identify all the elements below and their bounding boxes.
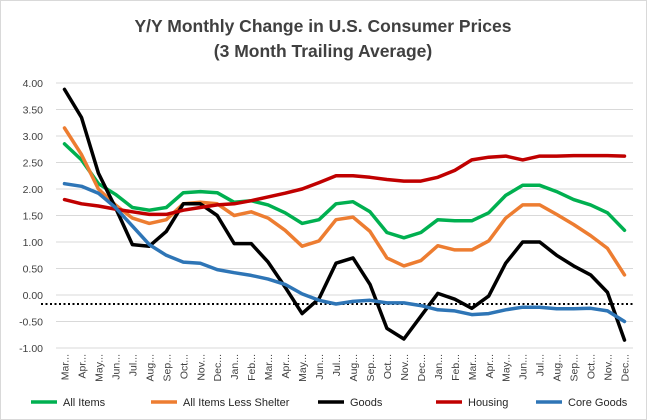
series-line — [62, 87, 627, 342]
series-line — [62, 181, 627, 324]
x-tick-label: Dec... — [416, 354, 428, 381]
x-tick-label: Aug... — [144, 354, 156, 381]
x-tick-label: Jul... — [535, 354, 547, 376]
x-tick-label: Feb... — [450, 354, 462, 381]
legend-label: Core Goods — [568, 397, 628, 409]
series-line — [62, 153, 627, 217]
x-tick-label: Nov... — [399, 354, 411, 381]
y-tick-label: 2.50 — [23, 158, 44, 170]
y-axis-ticks: 4.00 3.50 3.00 2.50 2.00 1.50 1.00 0.50 0.00 -0.5… — [19, 78, 43, 355]
x-tick-label: Apr... — [484, 354, 496, 379]
x-tick-label: Oct... — [382, 354, 394, 379]
x-tick-label: Oct... — [178, 354, 190, 379]
legend: All Items All Items Less Shelter Goods Hous… — [31, 397, 628, 409]
x-tick-label: Mar... — [467, 354, 479, 380]
y-tick-label: 0.00 — [23, 290, 44, 302]
x-tick-label: Mar... — [263, 354, 275, 380]
x-tick-label: May... — [93, 354, 105, 382]
x-tick-label: Jun... — [518, 354, 530, 380]
y-tick-label: -0.50 — [19, 317, 43, 329]
y-tick-label: 0.50 — [23, 264, 44, 276]
x-tick-label: Nov... — [603, 354, 615, 381]
y-tick-label: 1.00 — [23, 237, 44, 249]
x-axis-ticks: Mar... Apr... May... Jun... Jul... Aug... Sep.… — [59, 354, 631, 382]
x-tick-label: Oct... — [586, 354, 598, 379]
y-tick-label: 3.00 — [23, 131, 44, 143]
x-tick-label: Apr... — [280, 354, 292, 379]
y-tick-label: 2.00 — [23, 184, 44, 196]
x-tick-label: Mar... — [59, 354, 71, 380]
legend-label: All Items Less Shelter — [183, 397, 290, 409]
x-tick-label: Jan... — [433, 354, 445, 380]
legend-label: All Items — [63, 397, 106, 409]
x-tick-label: Sep... — [569, 354, 581, 381]
chart-title: Y/Y Monthly Change in U.S. Consumer Pric… — [135, 16, 512, 36]
legend-label: Housing — [468, 397, 508, 409]
x-tick-label: Jan... — [229, 354, 241, 380]
x-tick-label: Dec... — [620, 354, 632, 381]
x-tick-label: Jul... — [127, 354, 139, 376]
y-tick-label: 3.50 — [23, 105, 44, 117]
y-tick-label: 4.00 — [23, 78, 44, 90]
y-tick-label: 1.50 — [23, 211, 44, 223]
series-line — [62, 126, 627, 277]
legend-label: Goods — [350, 397, 383, 409]
series-line — [62, 142, 627, 240]
x-tick-label: Nov... — [195, 354, 207, 381]
x-tick-label: Aug... — [348, 354, 360, 381]
x-tick-label: Sep... — [365, 354, 377, 381]
x-tick-label: Feb... — [246, 354, 258, 381]
x-tick-label: May... — [297, 354, 309, 382]
y-tick-label: -1.00 — [19, 343, 43, 355]
x-tick-label: Jul... — [331, 354, 343, 376]
x-tick-label: Jun... — [314, 354, 326, 380]
x-tick-label: Jun... — [110, 354, 122, 380]
x-tick-label: Dec... — [212, 354, 224, 381]
x-tick-label: Aug... — [552, 354, 564, 381]
x-tick-label: Sep... — [161, 354, 173, 381]
x-tick-label: May... — [501, 354, 513, 382]
series-lines — [62, 87, 627, 342]
x-tick-label: Apr... — [76, 354, 88, 379]
chart-subtitle: (3 Month Trailing Average) — [214, 41, 432, 61]
